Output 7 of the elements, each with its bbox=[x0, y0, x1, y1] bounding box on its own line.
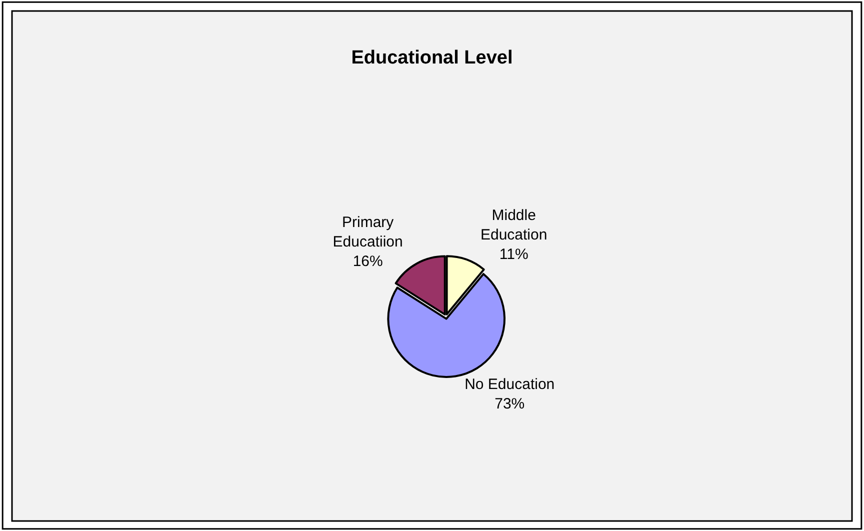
data-label: 16% bbox=[352, 253, 383, 270]
slice-label: No Education bbox=[464, 376, 555, 393]
chart-title: Educational Level bbox=[351, 48, 513, 69]
slice-label: Primary Educatiion bbox=[332, 214, 403, 250]
data-label: 11% bbox=[499, 246, 528, 263]
slice-label: Middle Education bbox=[480, 206, 548, 244]
data-label: 73% bbox=[494, 395, 525, 412]
